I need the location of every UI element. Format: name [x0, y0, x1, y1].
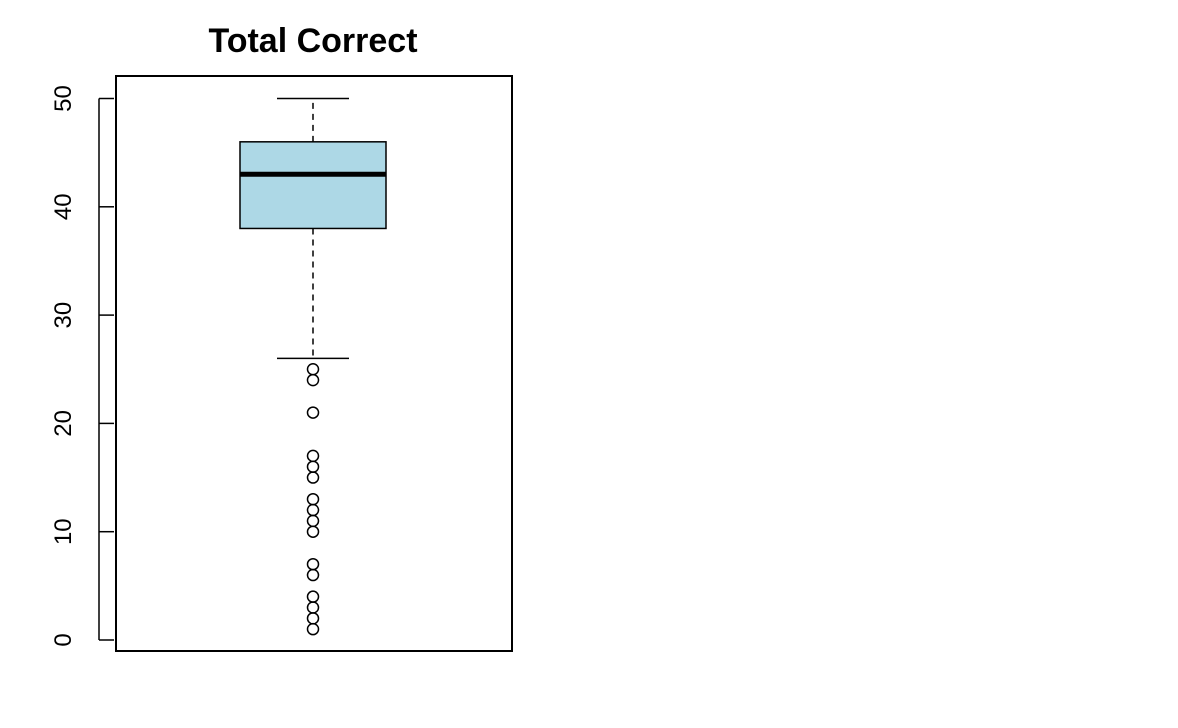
outlier-point: [306, 525, 320, 538]
chart-title: Total Correct: [208, 22, 417, 60]
plot-frame: [115, 75, 513, 652]
y-tick-label-40: 40: [50, 193, 77, 220]
iqr-box: [239, 141, 387, 230]
outlier-point: [306, 471, 320, 484]
outlier-point: [306, 373, 320, 387]
outlier-point: [306, 503, 320, 517]
y-tick-label-50: 50: [50, 85, 77, 112]
outlier-point: [306, 601, 320, 614]
y-tick-label-30: 30: [50, 302, 77, 329]
outlier-group: [306, 363, 320, 636]
outlier-point: [306, 363, 320, 376]
outlier-point: [306, 514, 320, 528]
y-axis: 0 10 20 30 40 50: [50, 85, 114, 647]
outlier-point: [306, 449, 320, 463]
y-tick-label-20: 20: [50, 410, 77, 437]
outlier-point: [306, 612, 320, 625]
outlier-point: [306, 590, 320, 603]
outlier-point: [306, 568, 320, 582]
y-tick-label-10: 10: [50, 518, 77, 545]
outlier-point: [306, 406, 320, 419]
outlier-point: [306, 460, 320, 473]
box-group: [239, 97, 387, 360]
y-tick-label-0: 0: [50, 633, 77, 646]
outlier-point: [306, 622, 320, 636]
outlier-point: [306, 492, 320, 506]
outlier-point: [306, 557, 320, 571]
